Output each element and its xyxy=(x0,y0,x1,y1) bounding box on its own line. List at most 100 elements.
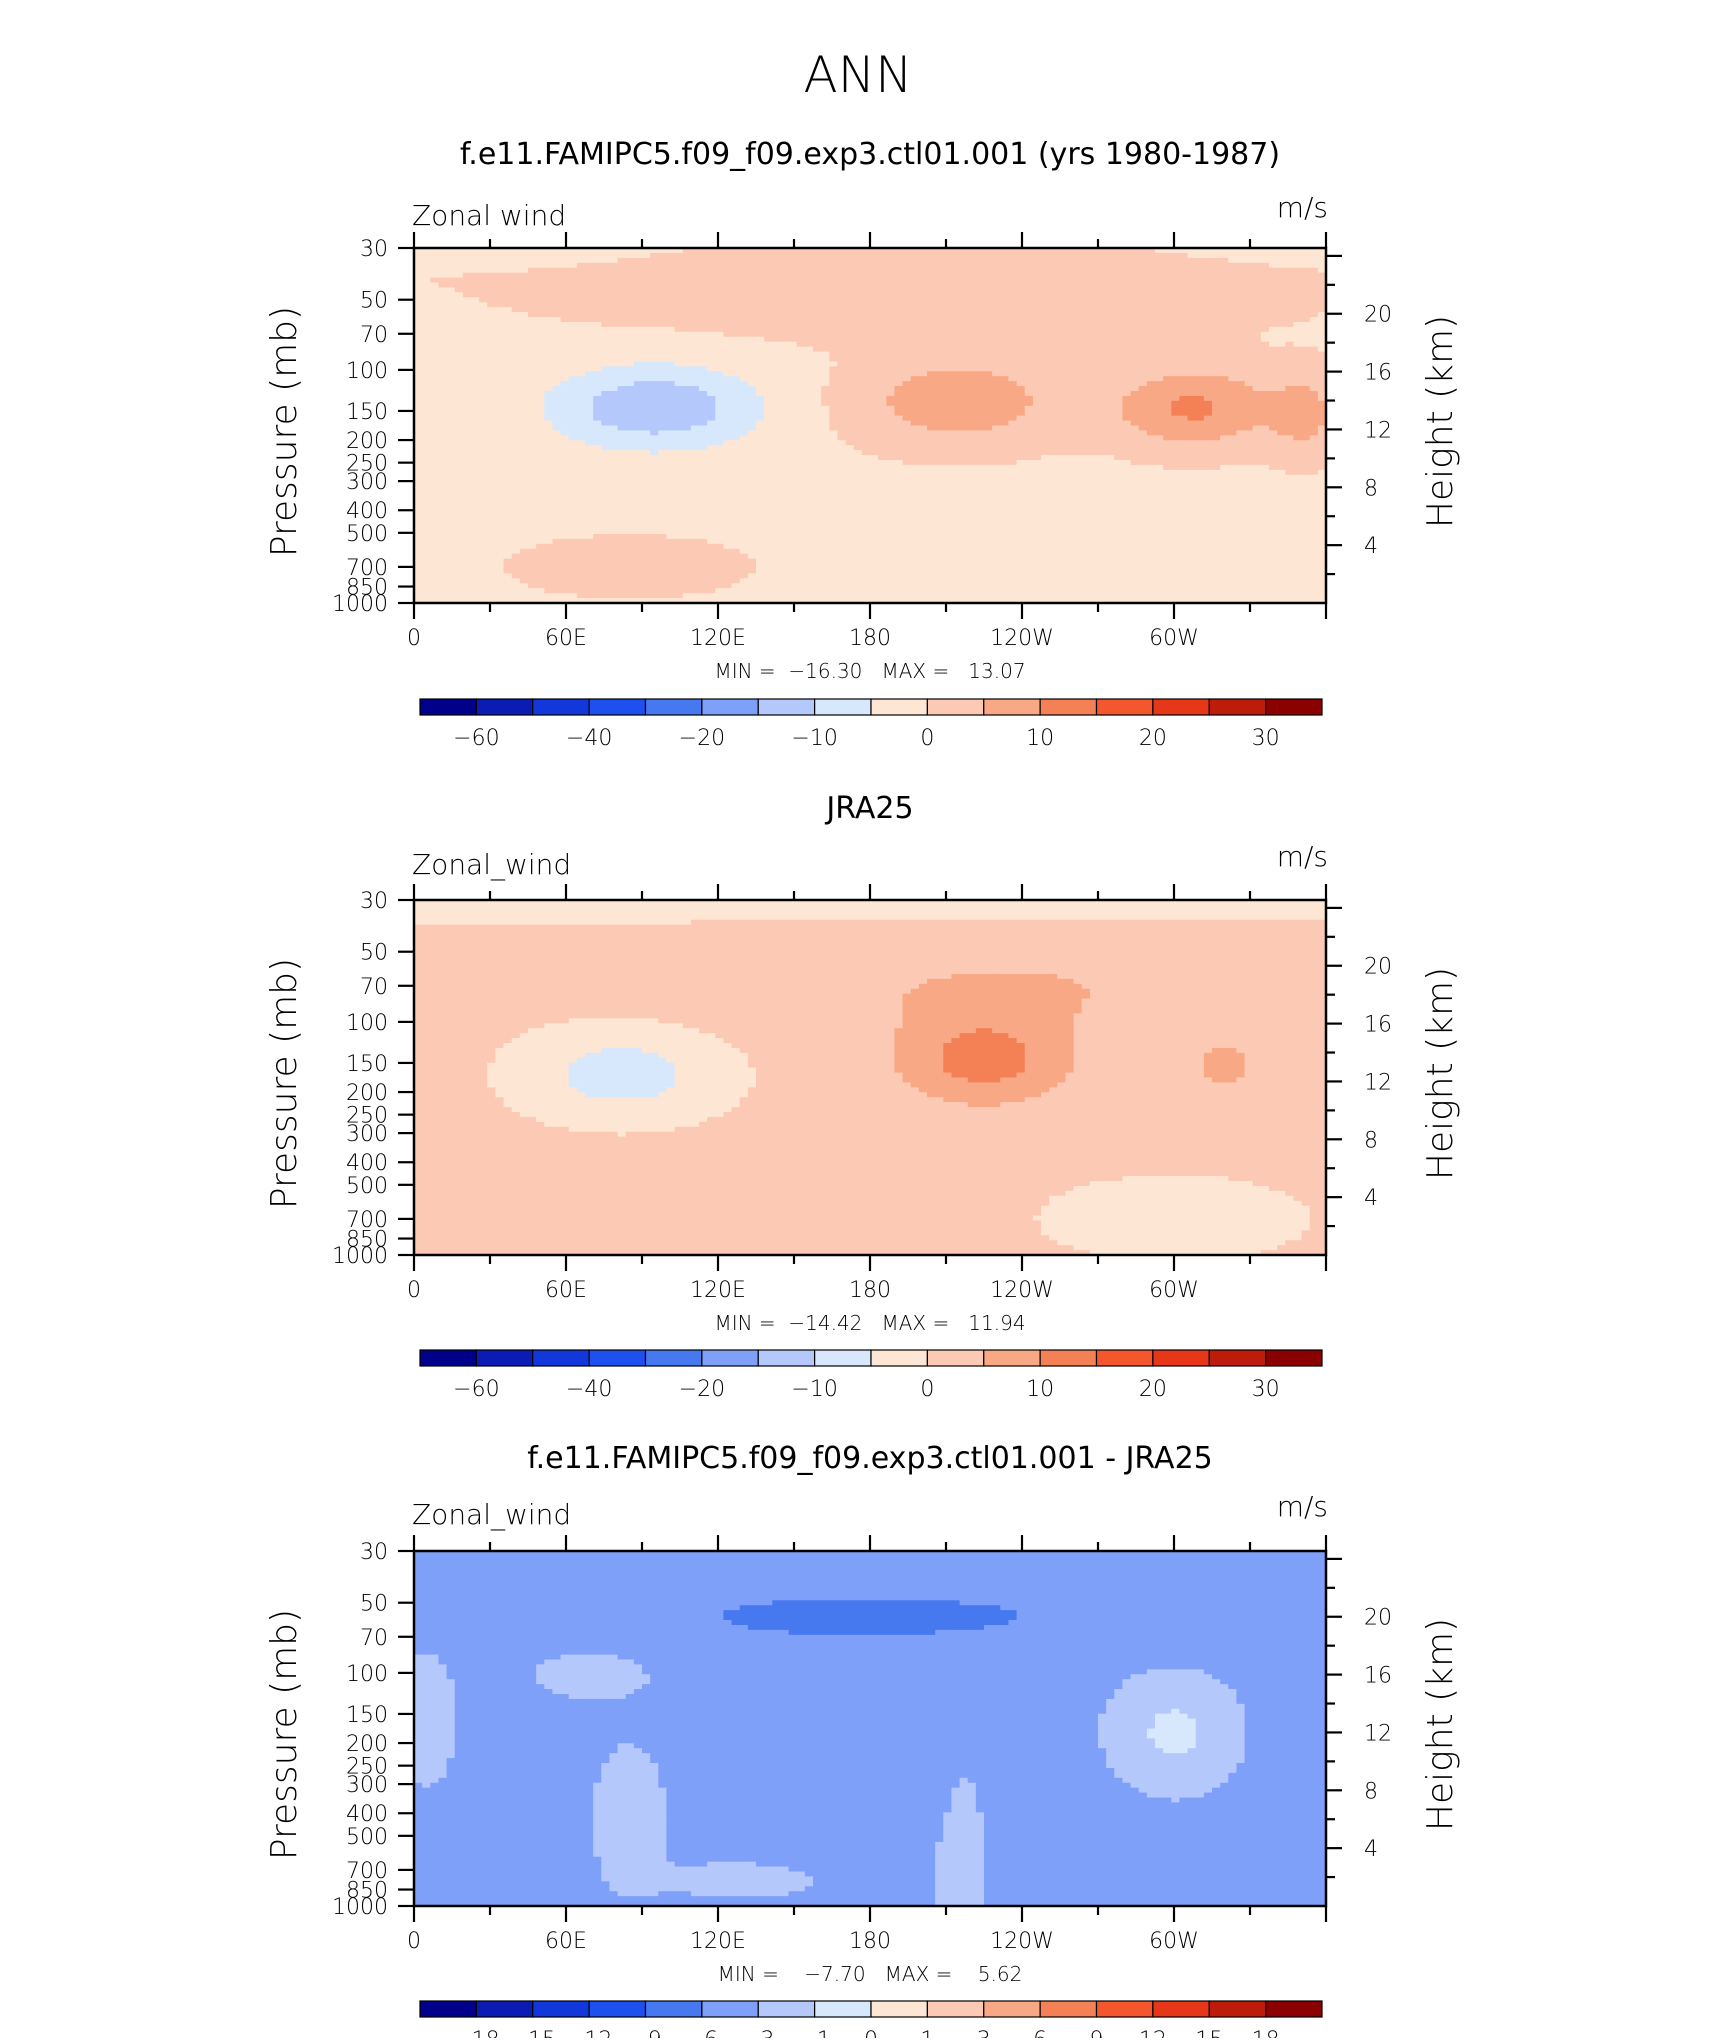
field-cell xyxy=(1074,253,1083,259)
field-cell xyxy=(943,450,952,456)
field-cell xyxy=(707,253,716,259)
field-cell xyxy=(723,460,732,466)
field-cell xyxy=(968,352,977,358)
field-cell xyxy=(1302,347,1311,353)
field-cell xyxy=(1065,278,1074,284)
field-cell xyxy=(813,263,822,269)
field-cell xyxy=(1098,460,1107,466)
field-cell xyxy=(1236,268,1245,274)
field-cell xyxy=(1245,302,1254,308)
field-cell xyxy=(854,263,863,269)
field-cell xyxy=(675,317,684,323)
field-cell xyxy=(797,292,806,298)
field-cell xyxy=(666,411,675,417)
field-cell xyxy=(764,361,773,367)
field-cell xyxy=(528,322,537,328)
field-cell xyxy=(1139,460,1148,466)
field-cell xyxy=(837,337,846,343)
field-cell xyxy=(658,317,667,323)
field-cell xyxy=(1277,322,1286,328)
field-cell xyxy=(414,455,423,461)
field-cell xyxy=(821,376,830,382)
field-cell xyxy=(479,347,488,353)
field-cell xyxy=(658,386,667,392)
field-cell xyxy=(1057,268,1066,274)
field-cell xyxy=(1188,253,1197,259)
field-cell xyxy=(951,426,960,432)
figure-title: ANN xyxy=(803,46,912,104)
field-cell xyxy=(699,283,708,289)
field-cell xyxy=(984,381,993,387)
field-cell xyxy=(813,366,822,372)
field-cell xyxy=(512,411,521,417)
field-cell xyxy=(699,361,708,367)
field-cell xyxy=(723,253,732,259)
field-cell xyxy=(422,371,431,377)
field-cell xyxy=(1147,287,1156,293)
field-cell xyxy=(658,460,667,466)
field-cell xyxy=(634,268,643,274)
field-cell xyxy=(520,312,529,318)
field-cell xyxy=(552,287,561,293)
field-cell xyxy=(943,416,952,422)
field-cell xyxy=(528,287,537,293)
field-cell xyxy=(1090,327,1099,333)
field-cell xyxy=(862,440,871,446)
field-cell xyxy=(813,347,822,353)
field-cell xyxy=(935,401,944,407)
field-cell xyxy=(1155,332,1164,338)
field-cell xyxy=(691,361,700,367)
field-cell xyxy=(699,450,708,456)
field-cell xyxy=(960,258,969,264)
field-cell xyxy=(650,430,659,436)
field-cell xyxy=(1261,455,1270,461)
field-cell xyxy=(634,361,643,367)
field-cell xyxy=(1196,366,1205,372)
field-cell xyxy=(1196,312,1205,318)
field-cell xyxy=(683,268,692,274)
field-cell xyxy=(609,421,618,427)
field-cell xyxy=(1082,450,1091,456)
field-cell xyxy=(756,450,765,456)
field-cell xyxy=(789,273,798,279)
field-cell xyxy=(1147,450,1156,456)
field-cell xyxy=(1196,332,1205,338)
field-cell xyxy=(479,297,488,303)
field-cell xyxy=(1163,317,1172,323)
field-cell xyxy=(1090,445,1099,451)
field-cell xyxy=(1163,376,1172,382)
field-cell xyxy=(1139,253,1148,259)
field-cell xyxy=(960,455,969,461)
field-cell xyxy=(512,396,521,402)
field-cell xyxy=(699,287,708,293)
field-cell xyxy=(495,273,504,279)
field-cell xyxy=(1228,371,1237,377)
field-cell xyxy=(1277,337,1286,343)
field-cell xyxy=(1163,426,1172,432)
field-cell xyxy=(1228,312,1237,318)
field-cell xyxy=(854,411,863,417)
field-cell xyxy=(1065,435,1074,441)
field-cell xyxy=(504,268,513,274)
field-cell xyxy=(960,312,969,318)
field-cell xyxy=(1074,297,1083,303)
field-cell xyxy=(512,253,521,259)
field-cell xyxy=(536,450,545,456)
field-cell xyxy=(764,401,773,407)
field-cell xyxy=(1008,426,1017,432)
field-cell xyxy=(960,411,969,417)
field-cell xyxy=(821,302,830,308)
field-cell xyxy=(1155,430,1164,436)
field-cell xyxy=(1302,381,1311,387)
field-cell xyxy=(854,292,863,298)
field-cell xyxy=(756,263,765,269)
field-cell xyxy=(1196,297,1205,303)
field-cell xyxy=(1098,287,1107,293)
field-cell xyxy=(455,342,464,348)
field-cell xyxy=(1293,278,1302,284)
field-cell xyxy=(691,347,700,353)
field-cell xyxy=(1188,302,1197,308)
field-cell xyxy=(992,327,1001,333)
field-cell xyxy=(1106,352,1115,358)
field-cell xyxy=(1302,312,1311,318)
